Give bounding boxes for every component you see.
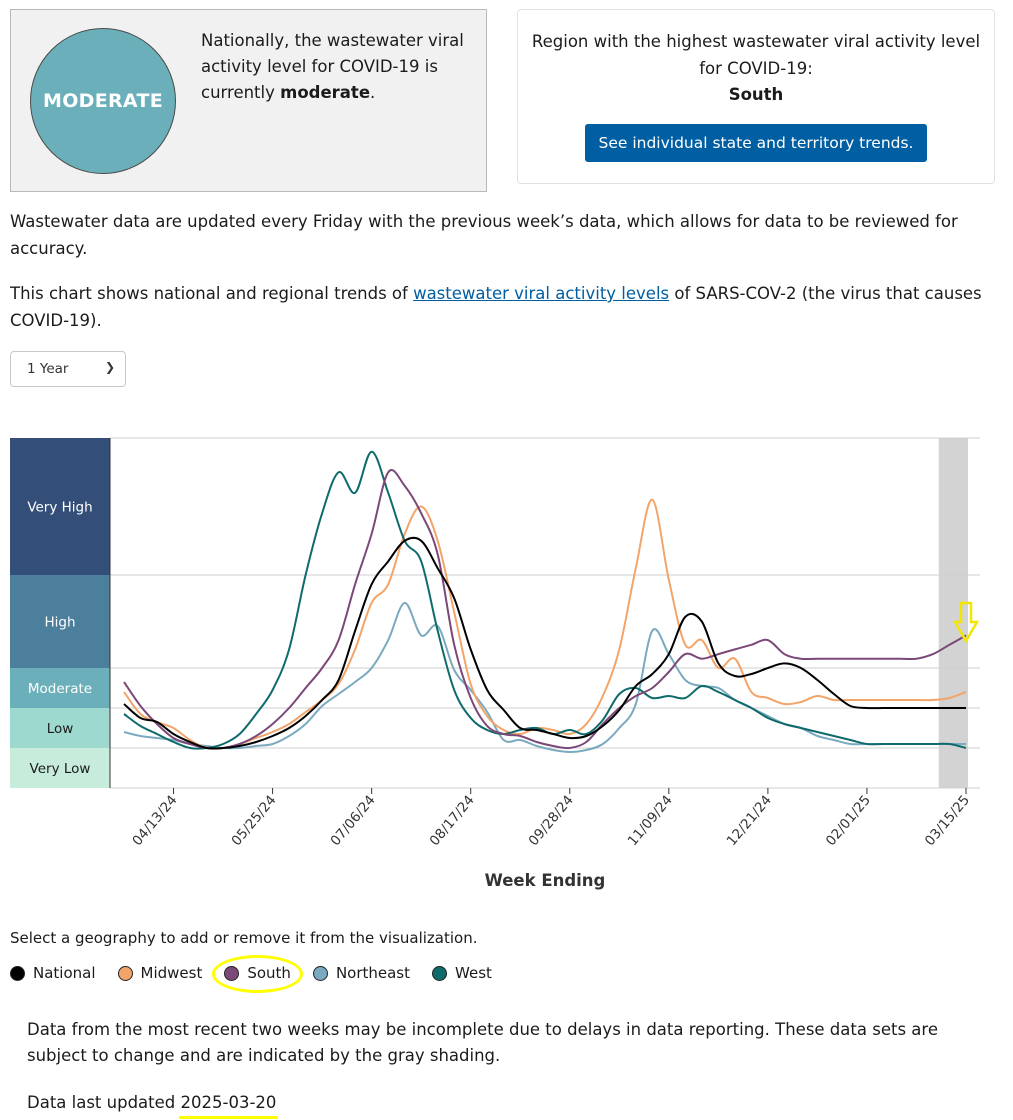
legend-dot-northeast <box>312 965 328 981</box>
x-tick-label: 03/15/25 <box>922 792 973 849</box>
level-band-low <box>10 708 110 748</box>
viral-activity-levels-link[interactable]: wastewater viral activity levels <box>413 284 670 303</box>
level-band-very-low <box>10 748 110 788</box>
x-tick-label: 08/17/24 <box>427 792 478 849</box>
legend-label: South <box>247 964 291 982</box>
series-line-national <box>123 536 966 750</box>
chart-description-before: This chart shows national and regional t… <box>10 284 414 303</box>
legend-item-northeast[interactable]: Northeast <box>312 964 411 982</box>
series-line-northeast <box>123 601 966 754</box>
legend-item-national[interactable]: National <box>10 964 96 982</box>
legend-prompt: Select a geography to add or remove it f… <box>10 929 478 947</box>
level-band-high <box>10 575 110 668</box>
legend-label: West <box>455 964 492 982</box>
legend-dot-west <box>432 965 448 981</box>
series-line-south <box>123 469 967 750</box>
legend-dot-midwest <box>117 965 133 981</box>
legend-item-west[interactable]: West <box>432 964 492 982</box>
incomplete-data-note: Data from the most recent two weeks may … <box>27 1020 938 1065</box>
legend-label: Northeast <box>335 964 411 982</box>
legend-dot-south <box>224 965 240 981</box>
highest-region-text: Region with the highest wastewater viral… <box>531 32 981 78</box>
level-band-label: High <box>44 615 75 631</box>
highest-region-card: Region with the highest wastewater viral… <box>517 9 995 184</box>
legend-dot-national <box>10 965 25 981</box>
legend-item-south[interactable]: South <box>212 955 304 993</box>
level-text-prefix: Nationally, the wastewater viral activit… <box>201 31 464 102</box>
x-tick-label: 09/28/24 <box>526 792 577 849</box>
level-badge-text: MODERATE <box>42 90 163 112</box>
legend-item-midwest[interactable]: Midwest <box>117 964 203 982</box>
chevron-down-icon: ❯ <box>104 360 115 374</box>
highest-region-name: South <box>728 85 784 104</box>
level-band-moderate <box>10 668 110 708</box>
period-select-value: 1 Year <box>27 361 69 377</box>
chart-svg: Very Low Low Moderate High Very High 04/13/24… <box>10 437 980 890</box>
last-updated-label: Data last updated <box>27 1093 176 1112</box>
last-updated: Data last updated 2025-03-20 <box>27 1093 276 1112</box>
wastewater-chart: Very Low Low Moderate High Very High 04/13/24… <box>0 430 1013 900</box>
last-updated-date: 2025-03-20 <box>180 1093 277 1112</box>
national-level-text: Nationally, the wastewater viral activit… <box>201 28 476 106</box>
level-band-label: Very High <box>27 500 92 516</box>
series-line-west <box>123 450 967 750</box>
level-band-label: Very Low <box>30 761 91 777</box>
period-select[interactable]: 1 Year ❯ <box>10 351 126 387</box>
level-band-label: Low <box>47 721 74 737</box>
level-band-label: Moderate <box>28 681 92 697</box>
level-band-very-high <box>10 438 110 575</box>
legend: National Midwest South Northeast West <box>10 955 514 993</box>
x-tick-label: 04/13/24 <box>129 792 180 849</box>
x-tick-label: 05/25/24 <box>228 792 279 849</box>
state-trends-button[interactable]: See individual state and territory trend… <box>585 124 927 162</box>
legend-label: Midwest <box>140 964 203 982</box>
level-text-suffix: . <box>370 83 376 102</box>
national-level-card: MODERATE Nationally, the wastewater vira… <box>10 9 487 192</box>
chart-description: This chart shows national and regional t… <box>10 280 990 334</box>
x-tick-label: 07/06/24 <box>327 792 378 849</box>
chart-description-after: of SARS-COV-2 (the virus that causes COV… <box>10 284 982 330</box>
x-tick-label: 02/01/25 <box>823 792 874 849</box>
legend-label: National <box>33 964 96 982</box>
x-tick-label: 12/21/24 <box>724 792 775 849</box>
update-paragraph: Wastewater data are updated every Friday… <box>10 212 958 258</box>
x-axis-title: Week Ending <box>485 871 606 890</box>
level-badge: MODERATE <box>30 28 176 174</box>
level-text-level: moderate <box>280 83 371 102</box>
incomplete-data-shading <box>938 438 968 788</box>
x-tick-label: 11/09/24 <box>625 792 676 849</box>
series-line-midwest <box>123 498 967 750</box>
down-arrow-icon <box>952 601 980 644</box>
